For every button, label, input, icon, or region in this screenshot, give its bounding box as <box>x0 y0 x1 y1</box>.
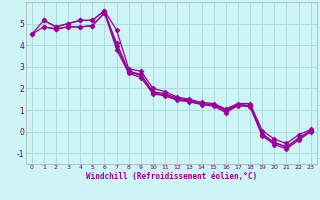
X-axis label: Windchill (Refroidissement éolien,°C): Windchill (Refroidissement éolien,°C) <box>86 172 257 181</box>
